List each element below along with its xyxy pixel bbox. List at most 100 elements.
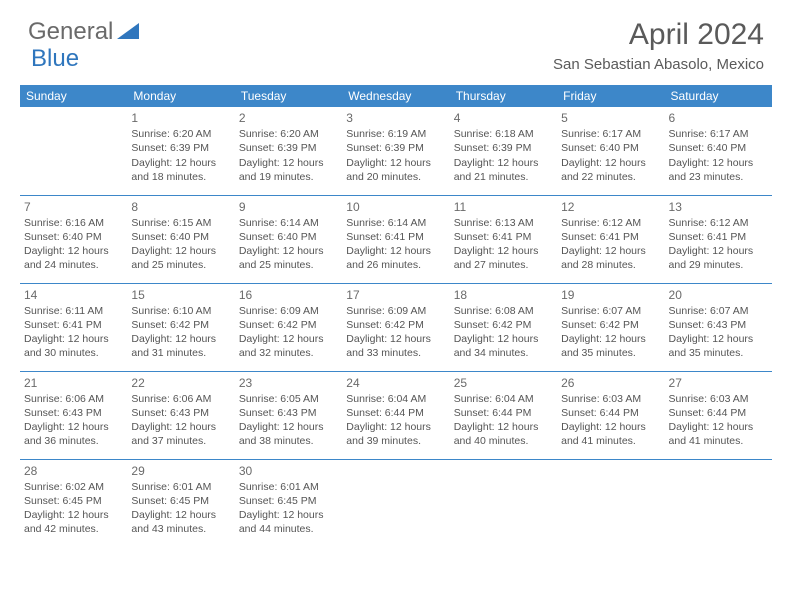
daylight-line: Daylight: 12 hours and 21 minutes. <box>454 156 553 184</box>
calendar-cell: 1Sunrise: 6:20 AMSunset: 6:39 PMDaylight… <box>127 107 234 195</box>
sunrise-line: Sunrise: 6:15 AM <box>131 216 230 230</box>
calendar-cell: 21Sunrise: 6:06 AMSunset: 6:43 PMDayligh… <box>20 371 127 459</box>
day-number: 6 <box>669 110 768 126</box>
daylight-line: Daylight: 12 hours and 25 minutes. <box>239 244 338 272</box>
calendar-cell-empty <box>557 459 664 547</box>
sunrise-line: Sunrise: 6:20 AM <box>239 127 338 141</box>
sunset-line: Sunset: 6:42 PM <box>561 318 660 332</box>
day-number: 18 <box>454 287 553 303</box>
day-number: 2 <box>239 110 338 126</box>
sunrise-line: Sunrise: 6:10 AM <box>131 304 230 318</box>
day-number: 8 <box>131 199 230 215</box>
day-number: 30 <box>239 463 338 479</box>
sunset-line: Sunset: 6:41 PM <box>454 230 553 244</box>
daylight-line: Daylight: 12 hours and 32 minutes. <box>239 332 338 360</box>
sunrise-line: Sunrise: 6:17 AM <box>669 127 768 141</box>
daylight-line: Daylight: 12 hours and 20 minutes. <box>346 156 445 184</box>
weekday-row: SundayMondayTuesdayWednesdayThursdayFrid… <box>20 85 772 107</box>
day-number: 19 <box>561 287 660 303</box>
day-number: 24 <box>346 375 445 391</box>
sunset-line: Sunset: 6:39 PM <box>239 141 338 155</box>
sunset-line: Sunset: 6:41 PM <box>561 230 660 244</box>
sunrise-line: Sunrise: 6:01 AM <box>131 480 230 494</box>
weekday-header: Tuesday <box>235 85 342 107</box>
day-number: 1 <box>131 110 230 126</box>
day-number: 17 <box>346 287 445 303</box>
logo: General <box>28 18 141 46</box>
sunrise-line: Sunrise: 6:08 AM <box>454 304 553 318</box>
calendar-cell: 22Sunrise: 6:06 AMSunset: 6:43 PMDayligh… <box>127 371 234 459</box>
daylight-line: Daylight: 12 hours and 37 minutes. <box>131 420 230 448</box>
sunrise-line: Sunrise: 6:07 AM <box>669 304 768 318</box>
sunrise-line: Sunrise: 6:09 AM <box>239 304 338 318</box>
sunset-line: Sunset: 6:40 PM <box>131 230 230 244</box>
sunrise-line: Sunrise: 6:14 AM <box>239 216 338 230</box>
calendar-cell: 24Sunrise: 6:04 AMSunset: 6:44 PMDayligh… <box>342 371 449 459</box>
sunrise-line: Sunrise: 6:02 AM <box>24 480 123 494</box>
sunrise-line: Sunrise: 6:12 AM <box>669 216 768 230</box>
daylight-line: Daylight: 12 hours and 28 minutes. <box>561 244 660 272</box>
calendar-cell: 18Sunrise: 6:08 AMSunset: 6:42 PMDayligh… <box>450 283 557 371</box>
sunset-line: Sunset: 6:44 PM <box>561 406 660 420</box>
sunrise-line: Sunrise: 6:06 AM <box>131 392 230 406</box>
day-number: 9 <box>239 199 338 215</box>
sunset-line: Sunset: 6:42 PM <box>454 318 553 332</box>
sunrise-line: Sunrise: 6:11 AM <box>24 304 123 318</box>
sunset-line: Sunset: 6:41 PM <box>669 230 768 244</box>
calendar-cell: 6Sunrise: 6:17 AMSunset: 6:40 PMDaylight… <box>665 107 772 195</box>
daylight-line: Daylight: 12 hours and 31 minutes. <box>131 332 230 360</box>
daylight-line: Daylight: 12 hours and 35 minutes. <box>561 332 660 360</box>
sunset-line: Sunset: 6:40 PM <box>239 230 338 244</box>
sunset-line: Sunset: 6:43 PM <box>24 406 123 420</box>
weekday-header: Thursday <box>450 85 557 107</box>
sunset-line: Sunset: 6:39 PM <box>346 141 445 155</box>
weekday-header: Sunday <box>20 85 127 107</box>
day-number: 4 <box>454 110 553 126</box>
calendar-row: 21Sunrise: 6:06 AMSunset: 6:43 PMDayligh… <box>20 371 772 459</box>
sunset-line: Sunset: 6:44 PM <box>346 406 445 420</box>
day-number: 3 <box>346 110 445 126</box>
calendar-cell: 20Sunrise: 6:07 AMSunset: 6:43 PMDayligh… <box>665 283 772 371</box>
calendar-cell: 29Sunrise: 6:01 AMSunset: 6:45 PMDayligh… <box>127 459 234 547</box>
calendar-row: 7Sunrise: 6:16 AMSunset: 6:40 PMDaylight… <box>20 195 772 283</box>
day-number: 25 <box>454 375 553 391</box>
calendar-cell: 8Sunrise: 6:15 AMSunset: 6:40 PMDaylight… <box>127 195 234 283</box>
calendar-cell: 15Sunrise: 6:10 AMSunset: 6:42 PMDayligh… <box>127 283 234 371</box>
calendar-cell: 14Sunrise: 6:11 AMSunset: 6:41 PMDayligh… <box>20 283 127 371</box>
sunrise-line: Sunrise: 6:17 AM <box>561 127 660 141</box>
calendar-cell: 17Sunrise: 6:09 AMSunset: 6:42 PMDayligh… <box>342 283 449 371</box>
calendar-cell: 28Sunrise: 6:02 AMSunset: 6:45 PMDayligh… <box>20 459 127 547</box>
sunset-line: Sunset: 6:41 PM <box>24 318 123 332</box>
title-block: April 2024 San Sebastian Abasolo, Mexico <box>553 18 764 73</box>
sunrise-line: Sunrise: 6:20 AM <box>131 127 230 141</box>
daylight-line: Daylight: 12 hours and 23 minutes. <box>669 156 768 184</box>
sunset-line: Sunset: 6:44 PM <box>454 406 553 420</box>
calendar-row: 14Sunrise: 6:11 AMSunset: 6:41 PM Dayligh… <box>20 283 772 371</box>
day-number: 22 <box>131 375 230 391</box>
calendar-cell-empty <box>20 107 127 195</box>
daylight-line: Daylight: 12 hours and 18 minutes. <box>131 156 230 184</box>
day-number: 15 <box>131 287 230 303</box>
logo-triangle-icon <box>117 23 139 41</box>
day-number: 16 <box>239 287 338 303</box>
sunset-line: Sunset: 6:45 PM <box>239 494 338 508</box>
sunset-line: Sunset: 6:39 PM <box>454 141 553 155</box>
sunset-line: Sunset: 6:42 PM <box>346 318 445 332</box>
calendar-cell-empty <box>665 459 772 547</box>
day-number: 20 <box>669 287 768 303</box>
day-number: 13 <box>669 199 768 215</box>
calendar-cell: 2Sunrise: 6:20 AMSunset: 6:39 PMDaylight… <box>235 107 342 195</box>
daylight-line: Daylight: 12 hours and 26 minutes. <box>346 244 445 272</box>
weekday-header: Friday <box>557 85 664 107</box>
sunrise-line: Sunrise: 6:12 AM <box>561 216 660 230</box>
day-number: 14 <box>24 287 123 303</box>
sunset-line: Sunset: 6:42 PM <box>131 318 230 332</box>
header: General April 2024 San Sebastian Abasolo… <box>0 0 792 79</box>
calendar-cell: 5Sunrise: 6:17 AMSunset: 6:40 PMDaylight… <box>557 107 664 195</box>
calendar-row: 1Sunrise: 6:20 AMSunset: 6:39 PMDaylight… <box>20 107 772 195</box>
sunset-line: Sunset: 6:45 PM <box>131 494 230 508</box>
daylight-line: Daylight: 12 hours and 33 minutes. <box>346 332 445 360</box>
calendar-cell: 3Sunrise: 6:19 AMSunset: 6:39 PMDaylight… <box>342 107 449 195</box>
day-number: 26 <box>561 375 660 391</box>
calendar-cell-empty <box>450 459 557 547</box>
